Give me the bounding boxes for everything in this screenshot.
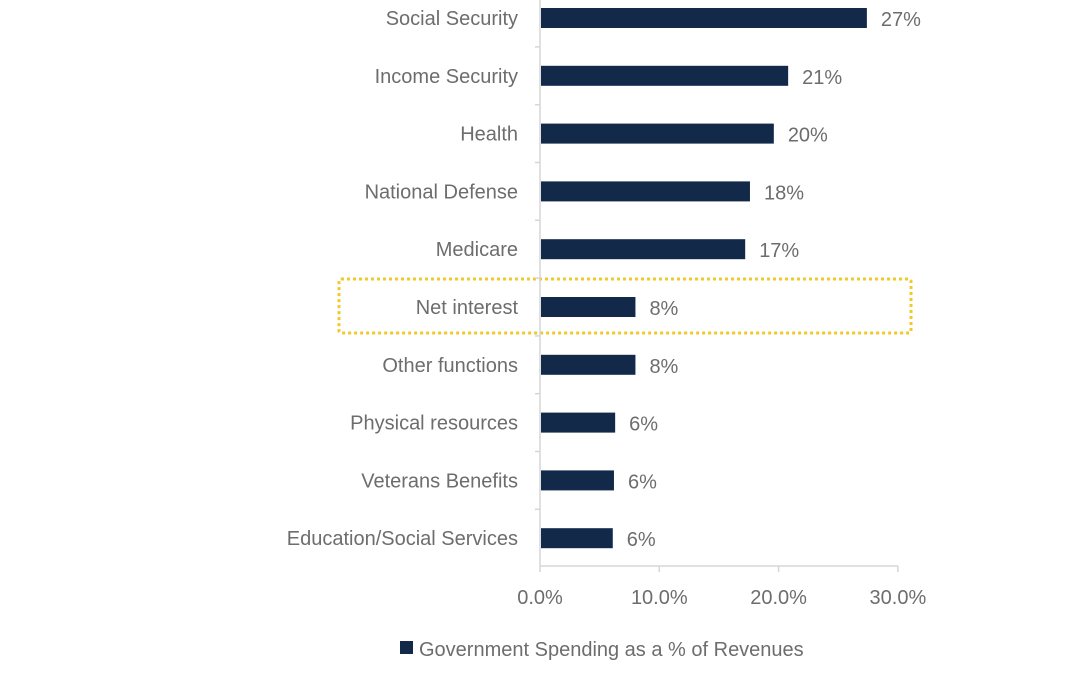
x-tick-label: 30.0% [870, 587, 927, 609]
category-label: Medicare [436, 239, 518, 261]
data-label: 6% [628, 471, 657, 493]
bar [541, 297, 636, 317]
bar [541, 354, 636, 375]
data-label: 8% [649, 298, 678, 320]
x-tick-label: 0.0% [517, 587, 563, 609]
x-tick-label: 20.0% [750, 587, 807, 609]
data-label: 6% [627, 529, 656, 551]
bar [541, 8, 867, 28]
legend-label: Government Spending as a % of Revenues [419, 639, 804, 661]
bar [541, 65, 789, 86]
category-label: Other functions [382, 355, 518, 377]
category-label: Income Security [375, 66, 518, 88]
data-label: 27% [881, 9, 921, 31]
bar [541, 470, 614, 491]
bar [541, 239, 746, 260]
data-label: 8% [649, 356, 678, 378]
data-label: 18% [764, 182, 804, 204]
category-label: Net interest [416, 297, 519, 319]
bar [541, 528, 613, 549]
category-label: National Defense [365, 181, 518, 203]
category-label: Education/Social Services [287, 528, 518, 550]
bar [541, 412, 616, 433]
bar [541, 181, 750, 202]
data-label: 21% [802, 67, 842, 89]
data-label: 20% [788, 125, 828, 147]
category-label: Social Security [386, 8, 518, 30]
highlight-box [337, 277, 913, 335]
data-label: 6% [629, 414, 658, 436]
x-tick-label: 10.0% [631, 587, 688, 609]
category-label: Veterans Benefits [361, 470, 518, 492]
category-label: Physical resources [350, 413, 518, 435]
bar [541, 123, 774, 144]
category-label: Health [460, 124, 518, 146]
legend-swatch [400, 641, 413, 654]
data-label: 17% [759, 240, 799, 262]
